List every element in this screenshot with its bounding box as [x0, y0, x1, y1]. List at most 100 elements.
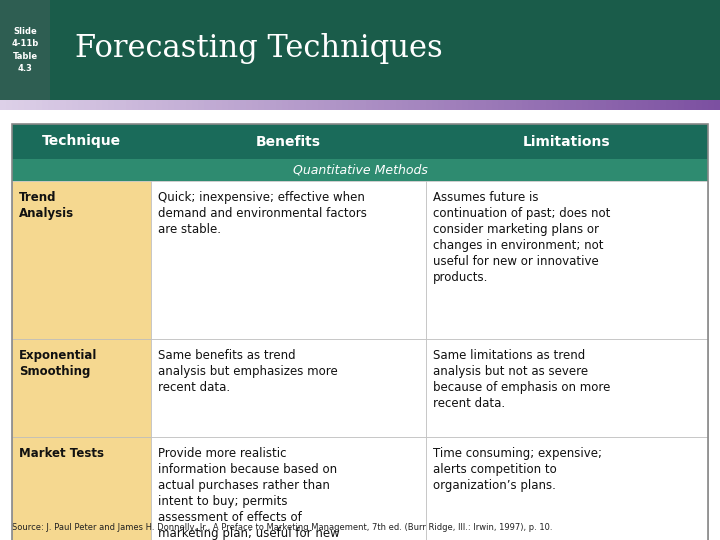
FancyBboxPatch shape	[540, 100, 546, 110]
FancyBboxPatch shape	[594, 100, 600, 110]
FancyBboxPatch shape	[318, 100, 325, 110]
FancyBboxPatch shape	[66, 100, 73, 110]
FancyBboxPatch shape	[48, 100, 55, 110]
FancyBboxPatch shape	[432, 100, 438, 110]
FancyBboxPatch shape	[576, 100, 582, 110]
FancyBboxPatch shape	[36, 100, 42, 110]
Text: Quick; inexpensive; effective when
demand and environmental factors
are stable.: Quick; inexpensive; effective when deman…	[158, 191, 367, 236]
FancyBboxPatch shape	[252, 100, 258, 110]
FancyBboxPatch shape	[336, 100, 343, 110]
Text: Limitations: Limitations	[523, 134, 611, 149]
FancyBboxPatch shape	[612, 100, 618, 110]
FancyBboxPatch shape	[498, 100, 505, 110]
FancyBboxPatch shape	[378, 100, 384, 110]
FancyBboxPatch shape	[504, 100, 510, 110]
FancyBboxPatch shape	[132, 100, 138, 110]
FancyBboxPatch shape	[240, 100, 246, 110]
FancyBboxPatch shape	[151, 339, 426, 437]
FancyBboxPatch shape	[0, 100, 6, 110]
FancyBboxPatch shape	[480, 100, 487, 110]
FancyBboxPatch shape	[630, 100, 636, 110]
FancyBboxPatch shape	[258, 100, 264, 110]
FancyBboxPatch shape	[642, 100, 649, 110]
FancyBboxPatch shape	[648, 100, 654, 110]
FancyBboxPatch shape	[174, 100, 181, 110]
FancyBboxPatch shape	[372, 100, 379, 110]
Text: Quantitative Methods: Quantitative Methods	[292, 164, 428, 177]
FancyBboxPatch shape	[151, 437, 426, 540]
FancyBboxPatch shape	[24, 100, 30, 110]
FancyBboxPatch shape	[42, 100, 48, 110]
FancyBboxPatch shape	[672, 100, 678, 110]
FancyBboxPatch shape	[714, 100, 720, 110]
FancyBboxPatch shape	[210, 100, 217, 110]
FancyBboxPatch shape	[468, 100, 474, 110]
FancyBboxPatch shape	[168, 100, 174, 110]
FancyBboxPatch shape	[0, 0, 720, 100]
FancyBboxPatch shape	[30, 100, 37, 110]
Text: Same benefits as trend
analysis but emphasizes more
recent data.: Same benefits as trend analysis but emph…	[158, 349, 338, 394]
FancyBboxPatch shape	[300, 100, 307, 110]
FancyBboxPatch shape	[636, 100, 642, 110]
FancyBboxPatch shape	[426, 437, 708, 540]
FancyBboxPatch shape	[282, 100, 289, 110]
FancyBboxPatch shape	[151, 181, 426, 339]
Text: Forecasting Techniques: Forecasting Techniques	[75, 32, 443, 64]
FancyBboxPatch shape	[606, 100, 613, 110]
FancyBboxPatch shape	[570, 100, 577, 110]
FancyBboxPatch shape	[660, 100, 667, 110]
FancyBboxPatch shape	[102, 100, 109, 110]
FancyBboxPatch shape	[0, 0, 50, 100]
FancyBboxPatch shape	[150, 100, 156, 110]
Text: Assumes future is
continuation of past; does not
consider marketing plans or
cha: Assumes future is continuation of past; …	[433, 191, 611, 284]
FancyBboxPatch shape	[162, 100, 168, 110]
FancyBboxPatch shape	[144, 100, 150, 110]
FancyBboxPatch shape	[288, 100, 294, 110]
FancyBboxPatch shape	[12, 124, 708, 159]
FancyBboxPatch shape	[126, 100, 132, 110]
FancyBboxPatch shape	[192, 100, 199, 110]
FancyBboxPatch shape	[564, 100, 570, 110]
Text: Technique: Technique	[42, 134, 121, 149]
FancyBboxPatch shape	[222, 100, 228, 110]
FancyBboxPatch shape	[702, 100, 708, 110]
FancyBboxPatch shape	[414, 100, 420, 110]
FancyBboxPatch shape	[348, 100, 354, 110]
FancyBboxPatch shape	[12, 159, 708, 181]
FancyBboxPatch shape	[216, 100, 222, 110]
FancyBboxPatch shape	[60, 100, 66, 110]
FancyBboxPatch shape	[120, 100, 127, 110]
FancyBboxPatch shape	[366, 100, 372, 110]
FancyBboxPatch shape	[582, 100, 588, 110]
FancyBboxPatch shape	[618, 100, 624, 110]
FancyBboxPatch shape	[96, 100, 102, 110]
FancyBboxPatch shape	[6, 100, 12, 110]
FancyBboxPatch shape	[654, 100, 660, 110]
FancyBboxPatch shape	[420, 100, 426, 110]
FancyBboxPatch shape	[12, 339, 151, 437]
FancyBboxPatch shape	[90, 100, 96, 110]
FancyBboxPatch shape	[390, 100, 397, 110]
FancyBboxPatch shape	[708, 100, 714, 110]
FancyBboxPatch shape	[396, 100, 402, 110]
FancyBboxPatch shape	[138, 100, 145, 110]
FancyBboxPatch shape	[198, 100, 204, 110]
Text: Market Tests: Market Tests	[19, 447, 104, 460]
Text: Source: J. Paul Peter and James H. Donnelly, Jr., A Preface to Marketing Managem: Source: J. Paul Peter and James H. Donne…	[12, 523, 552, 532]
Text: Slide
4-11b
Table
4.3: Slide 4-11b Table 4.3	[12, 27, 39, 73]
FancyBboxPatch shape	[12, 181, 151, 339]
FancyBboxPatch shape	[516, 100, 523, 110]
FancyBboxPatch shape	[402, 100, 408, 110]
FancyBboxPatch shape	[684, 100, 690, 110]
FancyBboxPatch shape	[546, 100, 552, 110]
FancyBboxPatch shape	[426, 181, 708, 339]
Text: Provide more realistic
information because based on
actual purchases rather than: Provide more realistic information becau…	[158, 447, 340, 540]
FancyBboxPatch shape	[558, 100, 564, 110]
Text: Exponential
Smoothing: Exponential Smoothing	[19, 349, 97, 378]
FancyBboxPatch shape	[330, 100, 336, 110]
Text: Same limitations as trend
analysis but not as severe
because of emphasis on more: Same limitations as trend analysis but n…	[433, 349, 611, 410]
FancyBboxPatch shape	[426, 100, 433, 110]
Text: Time consuming; expensive;
alerts competition to
organization’s plans.: Time consuming; expensive; alerts compet…	[433, 447, 602, 492]
FancyBboxPatch shape	[456, 100, 462, 110]
FancyBboxPatch shape	[324, 100, 330, 110]
